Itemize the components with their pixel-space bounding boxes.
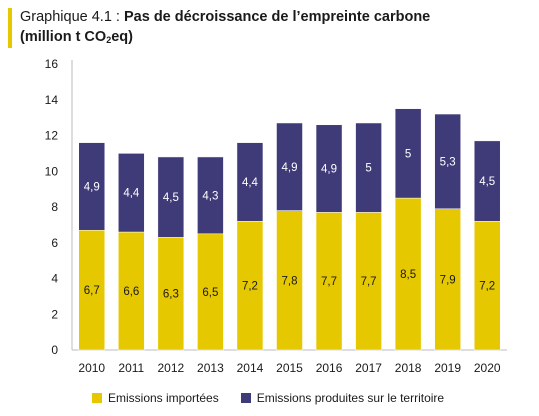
x-tick-label: 2013 [197, 361, 224, 375]
x-tick-label: 2010 [78, 361, 105, 375]
bar-segment [434, 113, 461, 210]
bar-data-label: 6,6 [123, 286, 139, 298]
x-tick-label: 2011 [118, 361, 144, 375]
bar-segment [157, 156, 185, 238]
y-tick-label: 2 [51, 307, 58, 321]
stacked-bar-chart: 0 2 4 6 8 10 12 14 16 6,7 4,9 2010 6,6 4,4 2011 6,3 4,5 2… [45, 57, 507, 375]
bar-data-label: 7,2 [242, 281, 258, 293]
y-tick-label: 0 [51, 343, 58, 357]
bar-data-label: 7,7 [321, 276, 337, 288]
bar-data-label: 4,5 [163, 192, 179, 204]
bar-data-label: 4,3 [202, 190, 218, 202]
bar-segment [78, 142, 106, 231]
y-tick-label: 4 [51, 272, 58, 286]
bar-data-label: 6,3 [163, 289, 179, 301]
bar-data-label: 4,9 [321, 164, 337, 176]
title-prefix: Graphique 4.1 : [20, 9, 124, 25]
bar-data-label: 5 [405, 148, 411, 160]
bar-segment [473, 221, 501, 351]
y-tick-label: 14 [45, 93, 59, 107]
chart-legend: Emissions importées Emissions produites … [92, 391, 466, 405]
bar-data-label: 6,5 [202, 287, 218, 299]
y-tick-label: 16 [45, 57, 59, 71]
bar-segment [315, 124, 343, 213]
x-tick-label: 2012 [158, 361, 185, 375]
title-accent-bar [8, 8, 12, 48]
bar-segment [236, 142, 264, 222]
legend-label-imports: Emissions importées [108, 391, 219, 405]
x-tick-label: 2019 [434, 361, 461, 375]
bar-data-label: 4,5 [479, 176, 495, 188]
bar-data-label: 5 [365, 163, 371, 175]
bar-segment [197, 233, 224, 351]
y-tick-label: 6 [51, 236, 58, 250]
y-tick-label: 8 [51, 200, 58, 214]
x-tick-label: 2014 [237, 361, 264, 375]
unit-text-end: eq) [111, 29, 133, 45]
bar-data-label: 4,4 [123, 188, 140, 200]
bar-segment [276, 210, 303, 351]
unit-subscript: 2 [106, 35, 112, 45]
x-tick-label: 2016 [316, 361, 343, 375]
chart-title: Graphique 4.1 : Pas de décroissance de l… [20, 7, 530, 50]
y-tick-label: 12 [45, 129, 59, 143]
x-tick-label: 2020 [474, 361, 501, 375]
bar-segment [434, 208, 461, 351]
title-main: Pas de décroissance de l’empreinte carbo… [124, 9, 431, 25]
bar-segment [394, 108, 422, 199]
bar-data-label: 5,3 [440, 156, 456, 168]
bar-data-label: 6,7 [84, 285, 100, 297]
title-unit: (million t CO2eq) [20, 27, 530, 50]
bar-data-label: 4,9 [84, 181, 100, 193]
bar-segment [276, 122, 303, 211]
x-tick-label: 2015 [276, 361, 303, 375]
bar-segment [236, 221, 264, 351]
legend-swatch-imports [92, 393, 102, 403]
x-tick-label: 2018 [395, 361, 422, 375]
bar-data-label: 7,8 [282, 275, 298, 287]
y-tick-label: 10 [45, 164, 59, 178]
bar-segment [473, 140, 501, 222]
legend-swatch-territory [240, 393, 251, 403]
bar-segment [394, 197, 422, 351]
legend-item-imports: Emissions importées [92, 391, 219, 405]
legend-item-territory: Emissions produites sur le territoire [240, 391, 445, 405]
bar-data-label: 7,2 [479, 281, 495, 293]
bar-segment [197, 156, 224, 235]
bar-segment [355, 122, 382, 213]
bar-data-label: 4,4 [242, 177, 259, 189]
unit-text-start: (million t CO [20, 29, 107, 45]
x-tick-label: 2017 [355, 361, 382, 375]
bar-data-label: 7,9 [440, 274, 456, 286]
bar-segment [355, 212, 382, 351]
bar-segment [315, 212, 343, 351]
bar-segment [78, 229, 106, 351]
legend-label-territory: Emissions produites sur le territoire [256, 391, 445, 405]
bar-segment [118, 153, 145, 233]
bar-data-label: 7,7 [361, 276, 377, 288]
bar-data-label: 4,9 [282, 162, 298, 174]
bar-data-label: 8,5 [400, 269, 416, 281]
